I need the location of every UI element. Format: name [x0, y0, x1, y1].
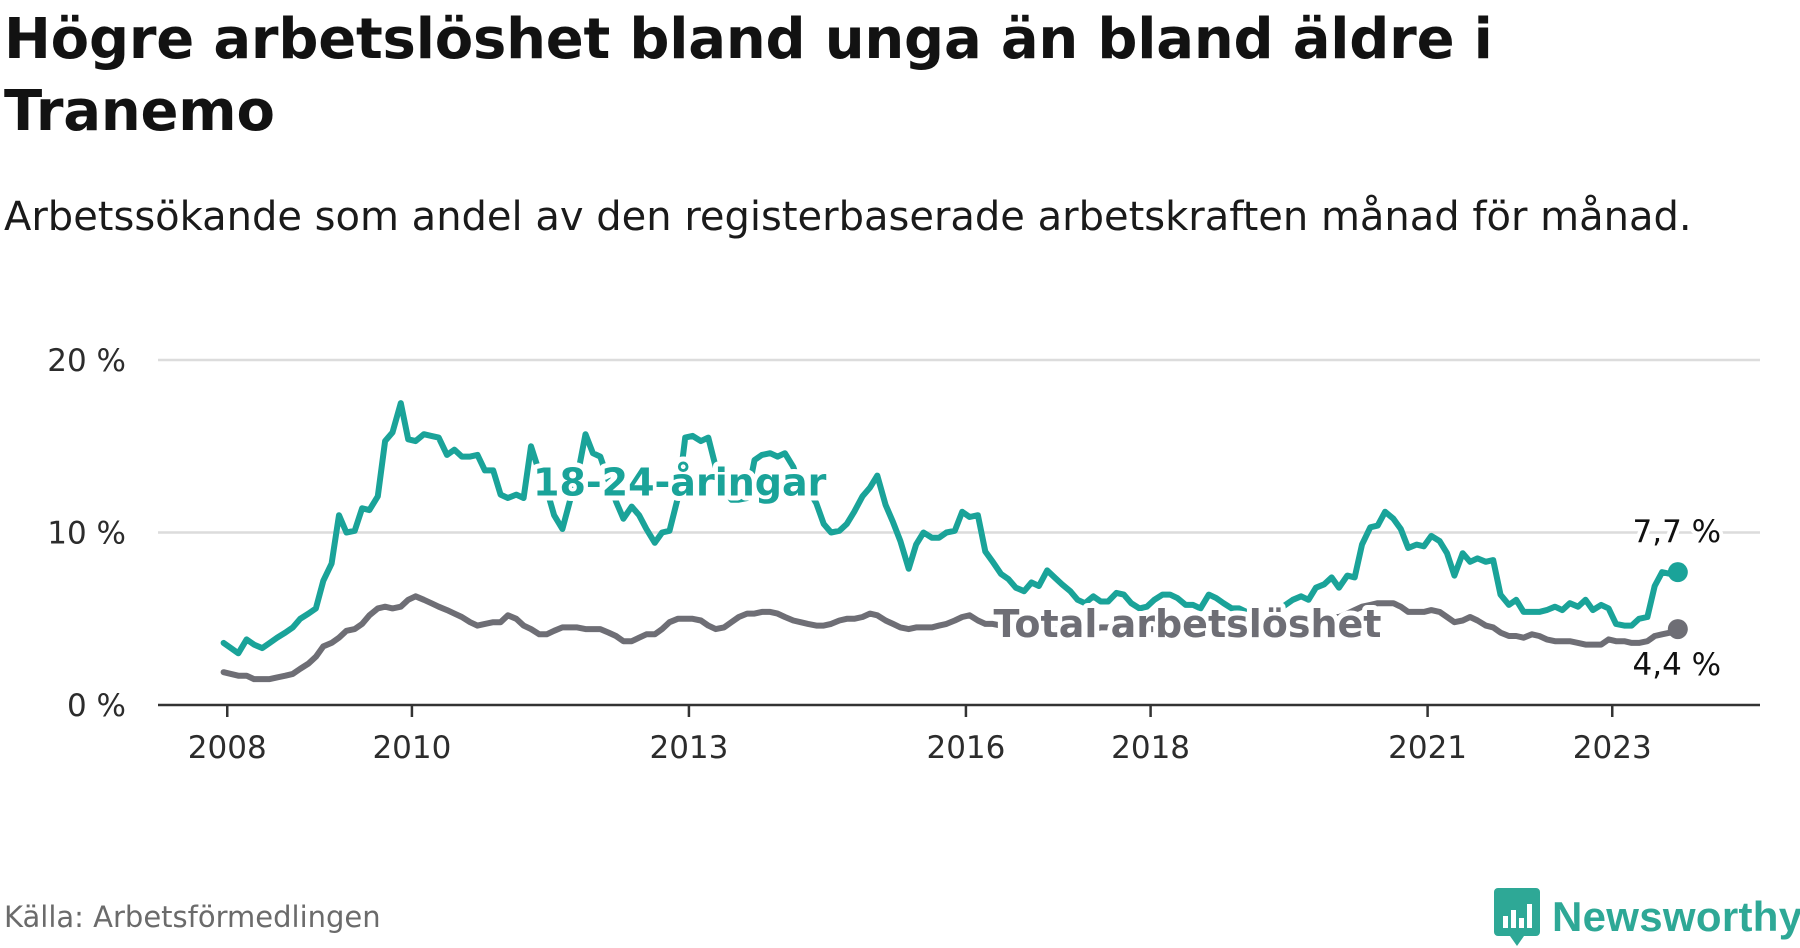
x-tick-label: 2021 [1388, 730, 1467, 766]
source-note: Källa: Arbetsförmedlingen [4, 900, 381, 934]
y-tick-label: 10 % [47, 516, 126, 552]
gridlines [158, 358, 1760, 534]
series-lines [220, 400, 1688, 683]
series-label-youth: 18-24-åringar [533, 460, 827, 504]
end-label-total: 4,4 % [1633, 647, 1722, 683]
series-labels: 18-24-åringar 7,7 % Total arbetslöshet 4,4 … [528, 455, 1725, 687]
brand-name: Newsworthy [1552, 893, 1800, 940]
end-point-youth [1667, 562, 1688, 583]
y-tick-label: 0 % [67, 688, 126, 724]
end-label-youth: 7,7 % [1633, 514, 1722, 550]
y-tick-label: 20 % [47, 343, 126, 379]
series-line-total [220, 593, 1681, 683]
x-tick-label: 2018 [1111, 730, 1190, 766]
chart-subtitle: Arbetssökande som andel av den registerb… [4, 194, 1692, 240]
y-axis-ticks: 0 % 10 % 20 % [47, 343, 126, 724]
x-tick-label: 2013 [649, 730, 728, 766]
line-chart: 0 % 10 % 20 % 2008 2010 2013 2016 2018 2021 2023… [47, 343, 1760, 766]
chart-title: Högre arbetslöshet bland unga än bland ä… [4, 7, 1493, 144]
x-axis-ticks: 2008 2010 2013 2016 2018 2021 2023 [188, 705, 1652, 766]
series-label-total: Total arbetslöshet [994, 602, 1382, 646]
series-line-youth [220, 400, 1681, 657]
x-tick-label: 2023 [1573, 730, 1652, 766]
x-tick-label: 2008 [188, 730, 267, 766]
x-tick-label: 2010 [372, 730, 451, 766]
x-tick-label: 2016 [926, 730, 1005, 766]
newsworthy-logo-icon [1494, 888, 1540, 946]
end-point-total [1667, 619, 1688, 640]
newsworthy-logo[interactable]: Newsworthy [1494, 888, 1800, 946]
